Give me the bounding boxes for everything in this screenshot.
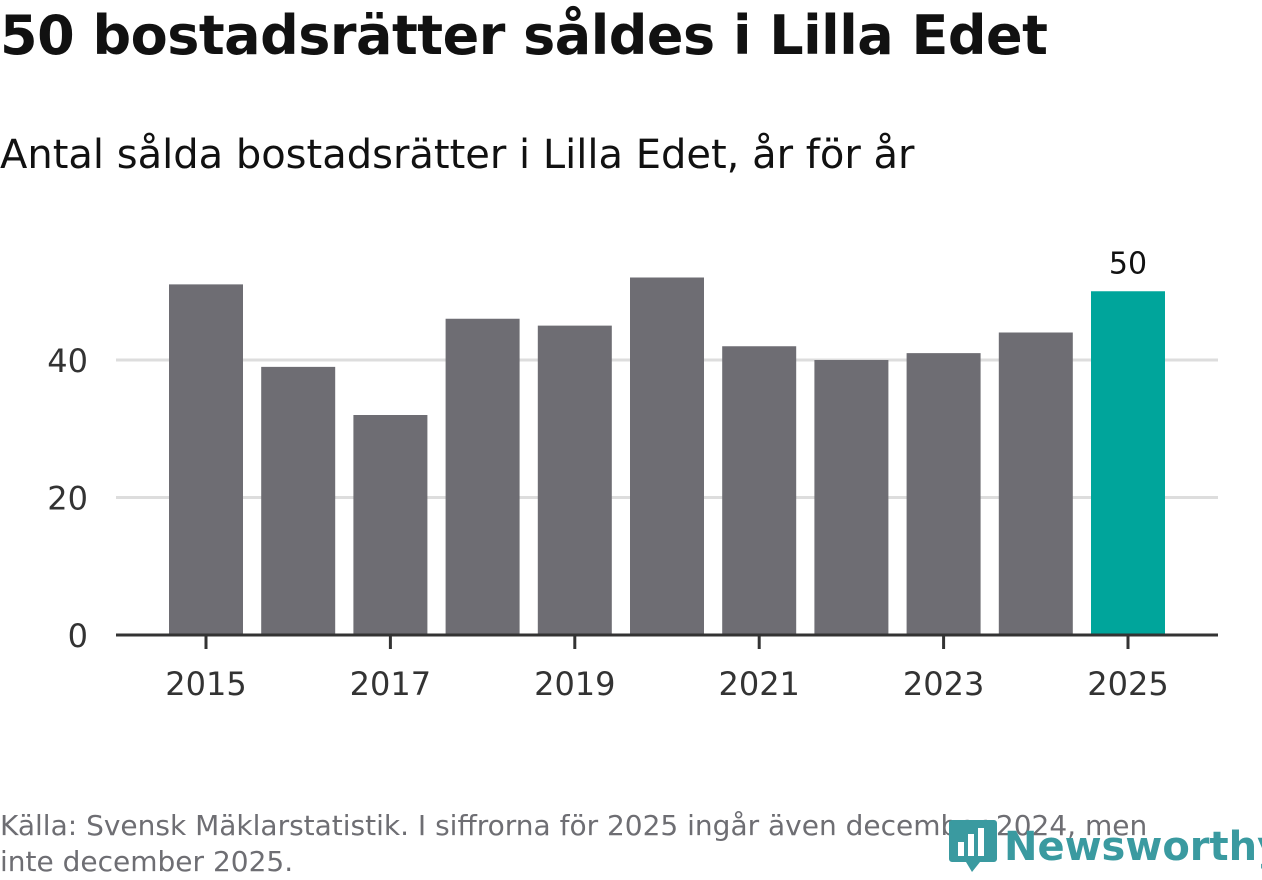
x-tick-label-2015: 2015: [165, 665, 246, 703]
x-tick-label-2025: 2025: [1087, 665, 1168, 703]
bar-chart-icon: [949, 820, 997, 872]
brand-logo: Newsworthy: [948, 818, 1262, 876]
chart-title: 50 bostadsrätter såldes i Lilla Edet: [0, 4, 1048, 67]
bar-2020: [630, 277, 704, 635]
x-tick-label-2021: 2021: [718, 665, 799, 703]
y-tick-label-0: 0: [68, 617, 88, 655]
x-tick-label-2023: 2023: [903, 665, 984, 703]
y-tick-label-20: 20: [47, 480, 88, 518]
chart-subtitle: Antal sålda bostadsrätter i Lilla Edet, …: [0, 132, 915, 178]
data-label-2025: 50: [1109, 246, 1147, 281]
brand-name: Newsworthy: [1004, 824, 1262, 870]
x-tick-label-2017: 2017: [350, 665, 431, 703]
bar-2024: [998, 332, 1073, 635]
bar-2018: [445, 318, 520, 635]
bar-2016: [261, 366, 336, 635]
bar-2022: [814, 360, 889, 635]
bar-2021: [722, 346, 797, 635]
y-tick-label-40: 40: [47, 342, 88, 380]
bar-2025: [1091, 291, 1165, 635]
bar-2015: [169, 284, 243, 635]
bar-2019: [537, 325, 612, 635]
bar-2017: [353, 415, 428, 635]
bar-2023: [906, 353, 981, 635]
x-tick-label-2019: 2019: [534, 665, 615, 703]
